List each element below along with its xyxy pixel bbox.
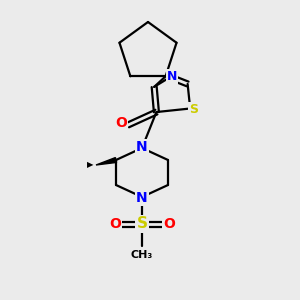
- Text: N: N: [136, 140, 148, 154]
- Text: O: O: [163, 217, 175, 231]
- Text: ▶: ▶: [86, 160, 93, 169]
- Text: S: S: [136, 217, 148, 232]
- Text: CH₃: CH₃: [131, 250, 153, 260]
- Text: O: O: [109, 217, 121, 231]
- Text: N: N: [167, 70, 177, 83]
- Text: S: S: [189, 103, 198, 116]
- Text: O: O: [115, 116, 127, 130]
- Text: N: N: [136, 191, 148, 205]
- Polygon shape: [96, 158, 117, 165]
